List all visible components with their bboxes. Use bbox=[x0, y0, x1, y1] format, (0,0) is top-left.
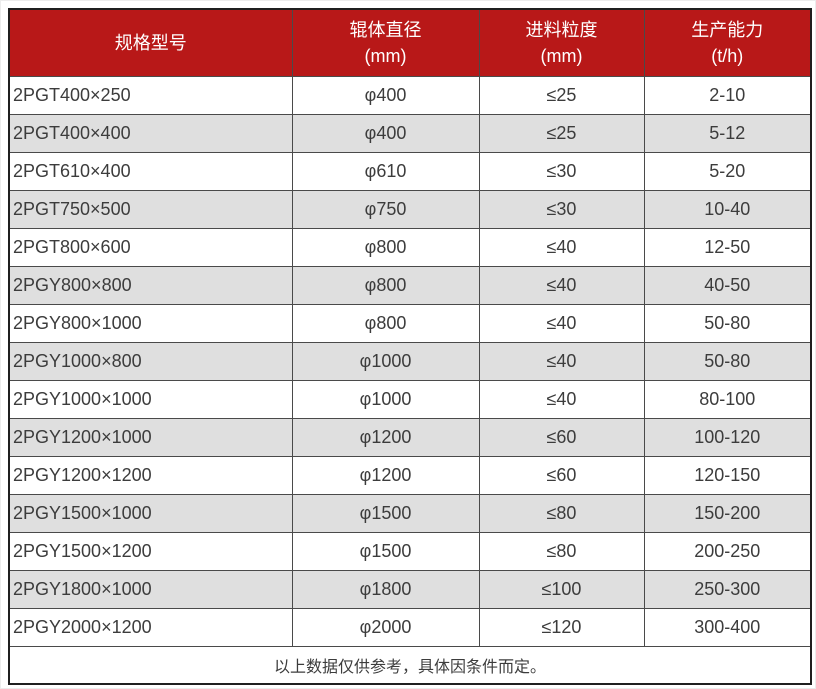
table-row: 2PGY800×800 φ800 ≤40 40-50 bbox=[8, 265, 812, 305]
cell-model: 2PGT800×600 bbox=[8, 227, 293, 267]
table-header: 规格型号 辊体直径 (mm) 进料粒度 (mm) 生产能力 (t/h) bbox=[8, 8, 812, 77]
cell-roller-diameter: φ1200 bbox=[291, 455, 480, 495]
cell-roller-diameter: φ800 bbox=[291, 303, 480, 343]
footer-note: 以上数据仅供参考，具体因条件而定。 bbox=[8, 645, 812, 685]
cell-feed-size: ≤80 bbox=[478, 531, 645, 571]
cell-capacity: 12-50 bbox=[643, 227, 812, 267]
cell-roller-diameter: φ750 bbox=[291, 189, 480, 229]
header-label-model: 规格型号 bbox=[114, 32, 187, 53]
cell-roller-diameter: φ800 bbox=[291, 265, 480, 305]
table-row: 2PGT800×600 φ800 ≤40 12-50 bbox=[8, 227, 812, 267]
table-row: 2PGT400×400 φ400 ≤25 5-12 bbox=[8, 113, 812, 153]
cell-feed-size: ≤60 bbox=[478, 455, 645, 495]
cell-capacity: 120-150 bbox=[643, 455, 812, 495]
header-cell-roller-diameter: 辊体直径 (mm) bbox=[291, 8, 480, 77]
cell-capacity: 50-80 bbox=[643, 303, 812, 343]
cell-feed-size: ≤40 bbox=[478, 379, 645, 419]
cell-roller-diameter: φ1000 bbox=[291, 379, 480, 419]
header-label-capacity: 生产能力 bbox=[691, 19, 764, 40]
cell-roller-diameter: φ400 bbox=[291, 113, 480, 153]
header-row: 规格型号 辊体直径 (mm) 进料粒度 (mm) 生产能力 (t/h) bbox=[8, 8, 812, 77]
cell-roller-diameter: φ400 bbox=[291, 75, 480, 115]
table-row: 2PGY1500×1000 φ1500 ≤80 150-200 bbox=[8, 493, 812, 533]
cell-feed-size: ≤120 bbox=[478, 607, 645, 647]
cell-feed-size: ≤40 bbox=[478, 227, 645, 267]
cell-model: 2PGT400×400 bbox=[8, 113, 293, 153]
cell-roller-diameter: φ2000 bbox=[291, 607, 480, 647]
header-unit-roller-diameter: (mm) bbox=[364, 45, 407, 66]
cell-capacity: 40-50 bbox=[643, 265, 812, 305]
cell-model: 2PGY1500×1000 bbox=[8, 493, 293, 533]
table-row: 2PGY1000×1000 φ1000 ≤40 80-100 bbox=[8, 379, 812, 419]
header-label-feed-size: 进料粒度 bbox=[525, 19, 598, 40]
cell-capacity: 300-400 bbox=[643, 607, 812, 647]
table-row: 2PGY1200×1000 φ1200 ≤60 100-120 bbox=[8, 417, 812, 457]
cell-feed-size: ≤25 bbox=[478, 75, 645, 115]
cell-capacity: 200-250 bbox=[643, 531, 812, 571]
footer-row: 以上数据仅供参考，具体因条件而定。 bbox=[8, 645, 812, 685]
cell-roller-diameter: φ610 bbox=[291, 151, 480, 191]
header-cell-model: 规格型号 bbox=[8, 8, 293, 77]
cell-roller-diameter: φ1500 bbox=[291, 531, 480, 571]
cell-capacity: 5-12 bbox=[643, 113, 812, 153]
table-row: 2PGY1500×1200 φ1500 ≤80 200-250 bbox=[8, 531, 812, 571]
cell-roller-diameter: φ1200 bbox=[291, 417, 480, 457]
cell-feed-size: ≤40 bbox=[478, 303, 645, 343]
header-label-roller-diameter: 辊体直径 bbox=[349, 19, 422, 40]
table-row: 2PGT750×500 φ750 ≤30 10-40 bbox=[8, 189, 812, 229]
cell-model: 2PGY800×1000 bbox=[8, 303, 293, 343]
cell-feed-size: ≤80 bbox=[478, 493, 645, 533]
cell-feed-size: ≤100 bbox=[478, 569, 645, 609]
cell-roller-diameter: φ1000 bbox=[291, 341, 480, 381]
cell-model: 2PGY800×800 bbox=[8, 265, 293, 305]
cell-capacity: 2-10 bbox=[643, 75, 812, 115]
header-unit-feed-size: (mm) bbox=[540, 45, 583, 66]
cell-model: 2PGY1500×1200 bbox=[8, 531, 293, 571]
table-row: 2PGY1200×1200 φ1200 ≤60 120-150 bbox=[8, 455, 812, 495]
cell-feed-size: ≤60 bbox=[478, 417, 645, 457]
cell-model: 2PGY1000×800 bbox=[8, 341, 293, 381]
table-row: 2PGY1800×1000 φ1800 ≤100 250-300 bbox=[8, 569, 812, 609]
cell-capacity: 10-40 bbox=[643, 189, 812, 229]
table-footer: 以上数据仅供参考，具体因条件而定。 bbox=[8, 645, 812, 685]
header-unit-capacity: (t/h) bbox=[711, 45, 744, 66]
table-row: 2PGT610×400 φ610 ≤30 5-20 bbox=[8, 151, 812, 191]
cell-roller-diameter: φ800 bbox=[291, 227, 480, 267]
cell-model: 2PGY1000×1000 bbox=[8, 379, 293, 419]
cell-model: 2PGY1800×1000 bbox=[8, 569, 293, 609]
table-body: 2PGT400×250 φ400 ≤25 2-10 2PGT400×400 φ400 ≤25… bbox=[8, 75, 812, 647]
cell-model: 2PGT610×400 bbox=[8, 151, 293, 191]
cell-model: 2PGY1200×1200 bbox=[8, 455, 293, 495]
spec-table: 规格型号 辊体直径 (mm) 进料粒度 (mm) 生产能力 (t/h) 2PGT… bbox=[8, 8, 812, 685]
cell-roller-diameter: φ1800 bbox=[291, 569, 480, 609]
cell-feed-size: ≤30 bbox=[478, 151, 645, 191]
cell-model: 2PGY1200×1000 bbox=[8, 417, 293, 457]
cell-capacity: 100-120 bbox=[643, 417, 812, 457]
cell-capacity: 80-100 bbox=[643, 379, 812, 419]
cell-model: 2PGY2000×1200 bbox=[8, 607, 293, 647]
table-row: 2PGY1000×800 φ1000 ≤40 50-80 bbox=[8, 341, 812, 381]
cell-feed-size: ≤30 bbox=[478, 189, 645, 229]
cell-roller-diameter: φ1500 bbox=[291, 493, 480, 533]
header-cell-capacity: 生产能力 (t/h) bbox=[643, 8, 812, 77]
cell-capacity: 150-200 bbox=[643, 493, 812, 533]
table-row: 2PGY800×1000 φ800 ≤40 50-80 bbox=[8, 303, 812, 343]
cell-model: 2PGT750×500 bbox=[8, 189, 293, 229]
cell-capacity: 50-80 bbox=[643, 341, 812, 381]
cell-feed-size: ≤40 bbox=[478, 341, 645, 381]
table-row: 2PGY2000×1200 φ2000 ≤120 300-400 bbox=[8, 607, 812, 647]
header-cell-feed-size: 进料粒度 (mm) bbox=[478, 8, 645, 77]
cell-capacity: 5-20 bbox=[643, 151, 812, 191]
cell-model: 2PGT400×250 bbox=[8, 75, 293, 115]
cell-feed-size: ≤25 bbox=[478, 113, 645, 153]
cell-feed-size: ≤40 bbox=[478, 265, 645, 305]
cell-capacity: 250-300 bbox=[643, 569, 812, 609]
table-row: 2PGT400×250 φ400 ≤25 2-10 bbox=[8, 75, 812, 115]
